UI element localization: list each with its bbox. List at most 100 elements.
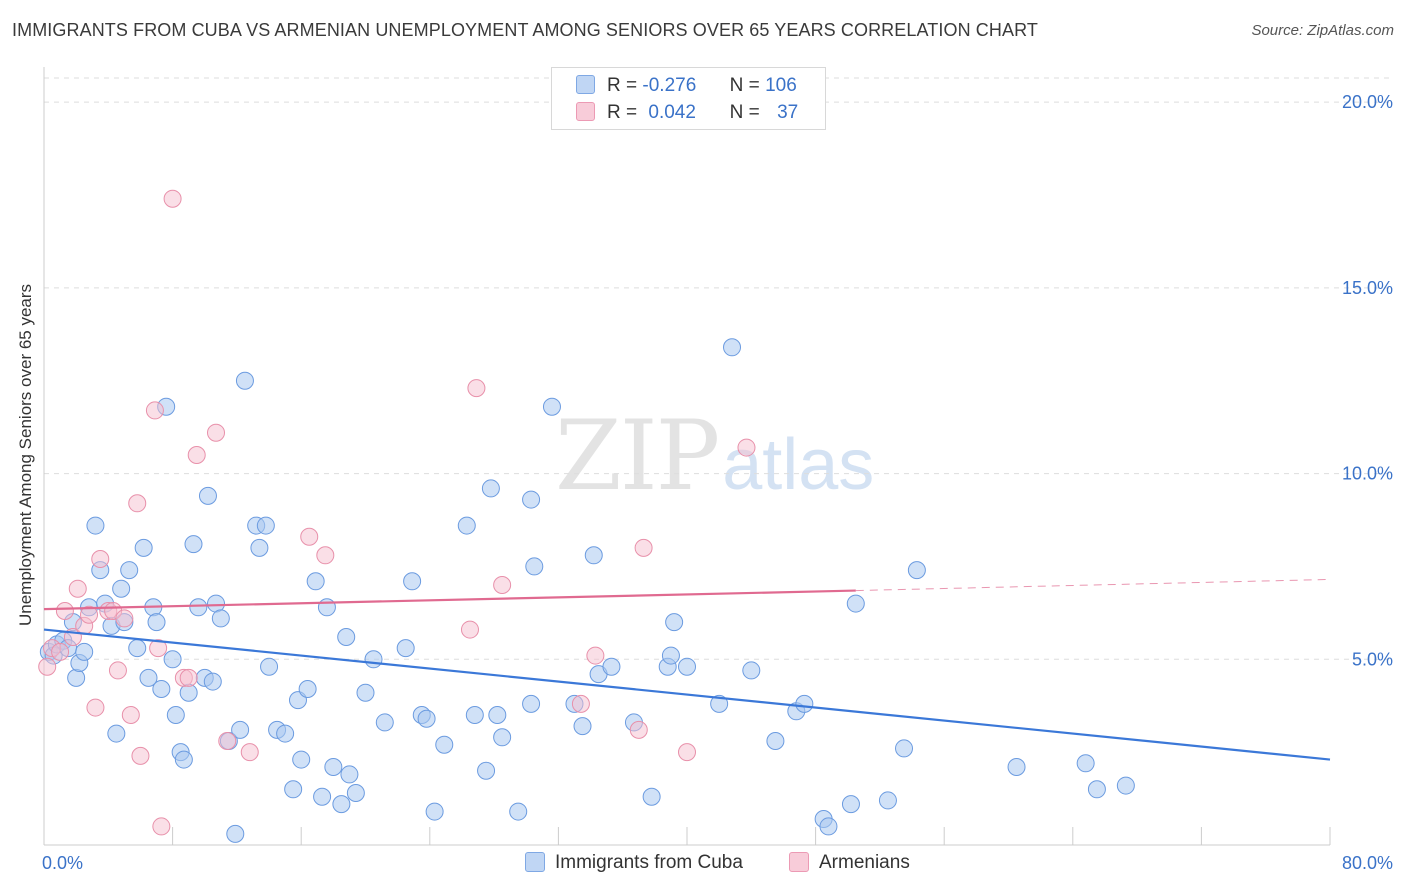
legend-r-label: R = — [607, 75, 638, 96]
watermark-atlas: atlas — [722, 425, 875, 505]
x-tick-label-min: 0.0% — [42, 853, 83, 873]
y-axis-title: Unemployment Among Seniors over 65 years — [16, 283, 35, 627]
armenians-point — [467, 379, 486, 398]
cuba-point — [231, 720, 250, 739]
cuba-point — [661, 646, 680, 665]
cuba-point — [375, 713, 394, 732]
chart-title: IMMIGRANTS FROM CUBA VS ARMENIAN UNEMPLO… — [12, 20, 1038, 40]
cuba-point — [189, 598, 208, 617]
cuba-point — [584, 546, 603, 565]
cuba-point — [403, 572, 422, 591]
y-tick-label: 5.0% — [1352, 649, 1393, 669]
cuba-point — [226, 824, 245, 843]
cuba-point — [139, 668, 158, 687]
armenians-trend-line — [43, 589, 856, 611]
cuba-point — [134, 538, 153, 557]
cuba-point — [356, 683, 375, 702]
cuba-point — [907, 561, 926, 580]
cuba-point — [198, 486, 217, 505]
cuba-point — [306, 572, 325, 591]
cuba-point — [1076, 754, 1095, 773]
armenians-point — [108, 661, 127, 680]
legend-n-label: N = — [729, 75, 760, 96]
armenians-point — [678, 743, 696, 762]
armenians-point — [152, 817, 171, 836]
legend-r-label: R = — [607, 102, 638, 123]
cuba-point — [152, 680, 171, 698]
cuba-point — [742, 661, 761, 680]
cuba-point — [120, 561, 139, 580]
armenians-point — [586, 646, 605, 665]
bottom-legend-cuba[interactable]: Immigrants from Cuba — [525, 852, 743, 874]
armenians-point — [240, 743, 259, 762]
cuba-point — [435, 735, 454, 754]
legend-n-value-cuba: 106 — [765, 75, 797, 96]
watermark-zip: ZIP — [555, 400, 720, 512]
cuba-point — [522, 490, 541, 509]
armenians-point — [145, 401, 164, 420]
cuba-point — [128, 639, 147, 658]
watermark: ZIPatlas — [555, 400, 874, 512]
cuba-point — [1087, 780, 1106, 799]
armenians-point — [131, 746, 150, 765]
cuba-point — [417, 709, 436, 728]
cuba-point — [841, 795, 860, 814]
cuba-point — [542, 397, 561, 416]
cuba-point — [211, 609, 230, 628]
cuba-point — [235, 371, 254, 390]
cuba-point — [364, 650, 383, 669]
cuba-point — [1007, 758, 1026, 776]
cuba-point — [313, 787, 332, 806]
cuba-point — [260, 657, 279, 676]
armenians-point — [218, 732, 237, 750]
armenians-point — [460, 620, 479, 639]
y-tick-label: 20.0% — [1342, 92, 1393, 112]
armenians-point — [55, 602, 74, 620]
armenians-point — [571, 694, 590, 713]
cuba-point — [332, 795, 351, 814]
cuba-point — [878, 791, 897, 810]
cuba-point — [256, 516, 275, 535]
cuba-point — [292, 750, 311, 769]
armenians-point — [629, 720, 648, 739]
armenians-point — [163, 189, 182, 208]
tick-labels: 5.0% 10.0% 15.0% 20.0% 0.0% 80.0% — [42, 92, 1393, 873]
bottom-legend-armenians[interactable]: Armenians — [789, 852, 910, 874]
armenians-point — [493, 576, 512, 594]
armenians-point — [115, 609, 134, 628]
cuba-trend-line — [43, 628, 1331, 761]
cuba-point — [396, 639, 415, 658]
legend-swatch-armenians — [576, 102, 595, 121]
y-tick-label: 15.0% — [1342, 278, 1393, 298]
cuba-point — [477, 761, 496, 780]
armenians-point — [737, 438, 756, 457]
cuba-point — [425, 802, 444, 821]
cuba-point — [67, 668, 86, 687]
cuba-point — [340, 765, 359, 784]
cuba-point — [678, 657, 696, 676]
cuba-point — [522, 694, 541, 713]
cuba-point — [174, 750, 193, 769]
cuba-point — [819, 817, 838, 836]
cuba-point — [276, 724, 295, 743]
source-credit: Source: ZipAtlas.com — [1251, 22, 1394, 39]
legend-row-cuba: R = -0.276 N = 106 — [576, 74, 797, 98]
bottom-legend-label-cuba: Immigrants from Cuba — [555, 852, 743, 873]
cuba-point — [573, 717, 592, 736]
cuba-point — [112, 579, 131, 598]
cuba-point — [203, 672, 222, 691]
bottom-legend-swatch-armenians — [789, 852, 809, 872]
cuba-point — [284, 780, 303, 799]
gridlines — [44, 77, 1392, 660]
cuba-point — [602, 657, 621, 676]
cuba-point — [250, 538, 269, 557]
armenians-point — [128, 494, 147, 513]
cuba-point — [710, 694, 729, 713]
armenians-point — [316, 546, 335, 565]
cuba-point — [107, 724, 126, 743]
y-tick-label: 10.0% — [1342, 464, 1393, 484]
bottom-legend-label-armenians: Armenians — [819, 852, 910, 873]
series-armenians-points — [38, 189, 756, 836]
axes — [43, 67, 1331, 846]
